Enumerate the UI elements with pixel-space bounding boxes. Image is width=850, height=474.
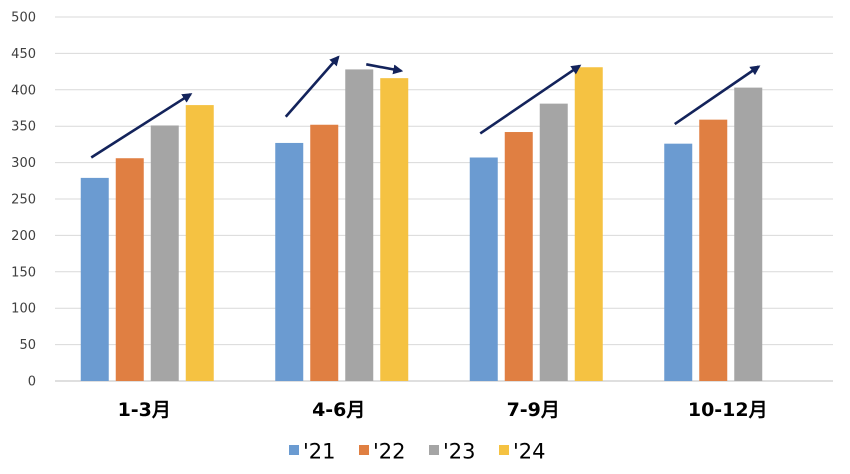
bar	[150, 125, 179, 381]
y-tick-label: 300	[11, 156, 36, 171]
bar	[664, 143, 693, 381]
bar	[310, 124, 339, 381]
bar	[734, 87, 763, 381]
y-tick-label: 250	[11, 193, 36, 208]
y-axis-ticks: 0 50 100 150 200 250 300 350 400 450 500	[11, 11, 36, 390]
legend-label: '24	[513, 440, 546, 464]
legend-label: '23	[443, 440, 476, 464]
legend-swatch	[429, 445, 439, 455]
bar	[80, 177, 109, 381]
y-tick-label: 450	[11, 47, 36, 62]
bar	[539, 103, 568, 381]
x-tick-label: 7-9月	[507, 399, 560, 421]
bar	[574, 67, 603, 382]
x-tick-label: 4-6月	[312, 399, 365, 421]
bars	[80, 67, 763, 382]
x-tick-label: 10-12月	[688, 399, 768, 421]
legend: '21 '22 '23 '24	[289, 440, 546, 464]
trend-arrow	[90, 93, 193, 159]
bar	[185, 105, 214, 381]
y-tick-label: 400	[11, 83, 36, 98]
bar	[380, 78, 409, 381]
trend-arrow	[366, 63, 404, 75]
trend-arrow	[479, 64, 582, 135]
legend-swatch	[359, 445, 369, 455]
x-tick-label: 1-3月	[118, 399, 171, 421]
legend-swatch	[499, 445, 509, 455]
y-tick-label: 150	[11, 265, 36, 280]
legend-label: '22	[373, 440, 406, 464]
y-tick-label: 350	[11, 120, 36, 135]
y-tick-label: 50	[19, 338, 36, 353]
x-axis-ticks: 1-3月 4-6月 7-9月 10-12月	[118, 399, 768, 421]
y-tick-label: 0	[28, 375, 36, 390]
bar	[275, 142, 304, 381]
legend-swatch	[289, 445, 299, 455]
legend-label: '21	[303, 440, 336, 464]
trend-arrow	[284, 55, 340, 118]
bar	[699, 119, 728, 381]
y-tick-label: 500	[11, 11, 36, 26]
y-tick-label: 100	[11, 302, 36, 317]
trend-arrows	[90, 55, 761, 159]
bar	[504, 132, 533, 381]
y-tick-label: 200	[11, 229, 36, 244]
bar	[115, 158, 144, 381]
bar	[469, 157, 498, 381]
bar	[345, 69, 374, 381]
trend-arrow	[674, 65, 761, 126]
grid-lines	[55, 16, 833, 382]
